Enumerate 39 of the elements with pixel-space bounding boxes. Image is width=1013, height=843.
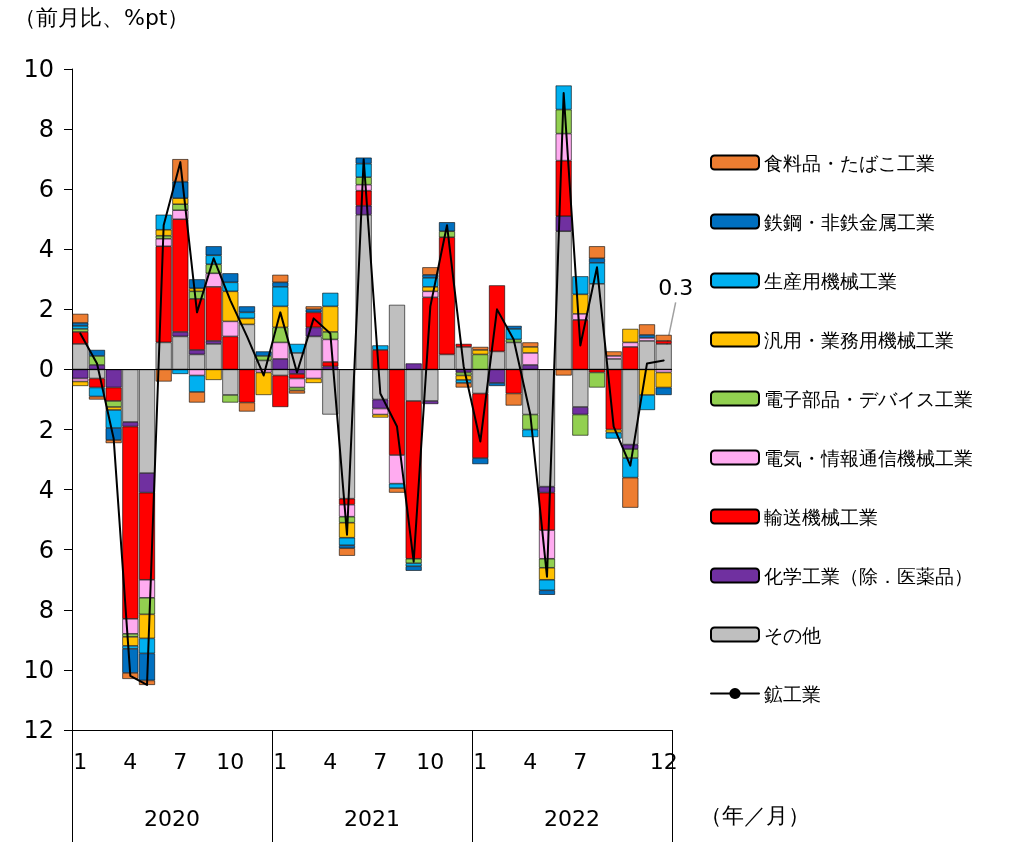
legend-label: 輸送機械工業 xyxy=(764,505,878,528)
legend-label: 汎用・業務用機械工業 xyxy=(764,328,954,351)
y-tick-label: 2 xyxy=(38,295,54,324)
x-tick-label: 7 xyxy=(173,748,188,774)
text: 2022 xyxy=(544,805,600,831)
text: 2020 xyxy=(144,805,200,831)
legend-label: 鉱工業 xyxy=(764,682,821,705)
x-tick-label: 4 xyxy=(123,748,138,774)
y-tick-label: 4 xyxy=(38,475,54,504)
x-axis-title: （年／月） xyxy=(700,802,810,828)
y-tick-label: 10 xyxy=(23,655,54,684)
y-tick-label: 10 xyxy=(23,55,54,83)
legend-label: 電気・情報通信機械工業 xyxy=(764,446,973,469)
x-tick-label: 10 xyxy=(416,748,445,774)
y-tick-label: 2 xyxy=(38,415,54,444)
legend-label: 電子部品・デバイス工業 xyxy=(764,387,973,410)
legend-label: 食料品・たばこ工業 xyxy=(764,151,935,174)
y-tick-label: 8 xyxy=(38,115,54,144)
x-tick-label: 7 xyxy=(373,748,388,774)
y-tick-label: 6 xyxy=(38,175,54,204)
x-tick-label: 7 xyxy=(573,748,588,774)
y-tick-label: 6 xyxy=(38,535,54,564)
x-tick-label: 1 xyxy=(73,748,88,774)
y-tick-label: 12 xyxy=(23,716,54,744)
x-tick-label: 4 xyxy=(323,748,338,774)
annotation: 0.3 xyxy=(658,274,694,300)
x-tick-label: 1 xyxy=(273,748,288,774)
legend-label: その他 xyxy=(764,623,821,646)
x-tick-label: 4 xyxy=(523,748,538,774)
y-tick-label: 8 xyxy=(38,595,54,624)
y-tick-label: 4 xyxy=(38,235,54,264)
legend-label: 生産用機械工業 xyxy=(764,269,897,292)
x-tick-label: 1 xyxy=(473,748,488,774)
x-tick-label: 10 xyxy=(216,748,245,774)
y-axis-title: （前月比、%pt） xyxy=(14,4,190,30)
text: 2021 xyxy=(344,805,400,831)
legend-label: 化学工業（除．医薬品） xyxy=(764,564,973,587)
y-tick-label: 0 xyxy=(38,355,54,384)
legend-label: 鉄鋼・非鉄金属工業 xyxy=(764,210,935,233)
